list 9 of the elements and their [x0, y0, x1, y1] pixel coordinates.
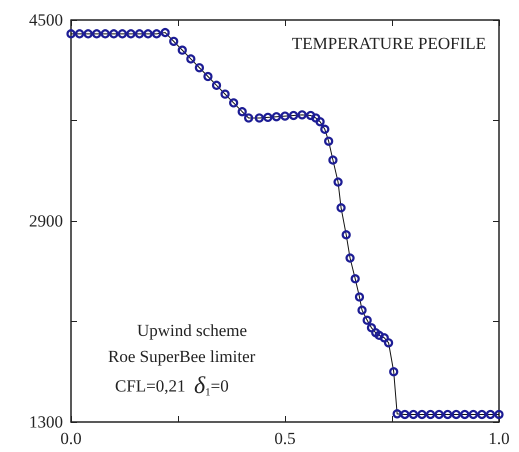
x-tick-label: 0.0 [60, 429, 82, 448]
x-tick-label: 0.5 [274, 429, 296, 448]
y-tick-label: 1300 [29, 412, 63, 432]
annotation: Roe SuperBee limiter [108, 347, 256, 366]
y-tick-label: 4500 [29, 10, 63, 30]
annotation: Upwind scheme [136, 321, 248, 340]
y-tick-label: 2900 [29, 212, 63, 230]
text: TEMPERATURE PEOFILE [292, 34, 486, 53]
x-tick-label: 1.0 [488, 429, 510, 448]
